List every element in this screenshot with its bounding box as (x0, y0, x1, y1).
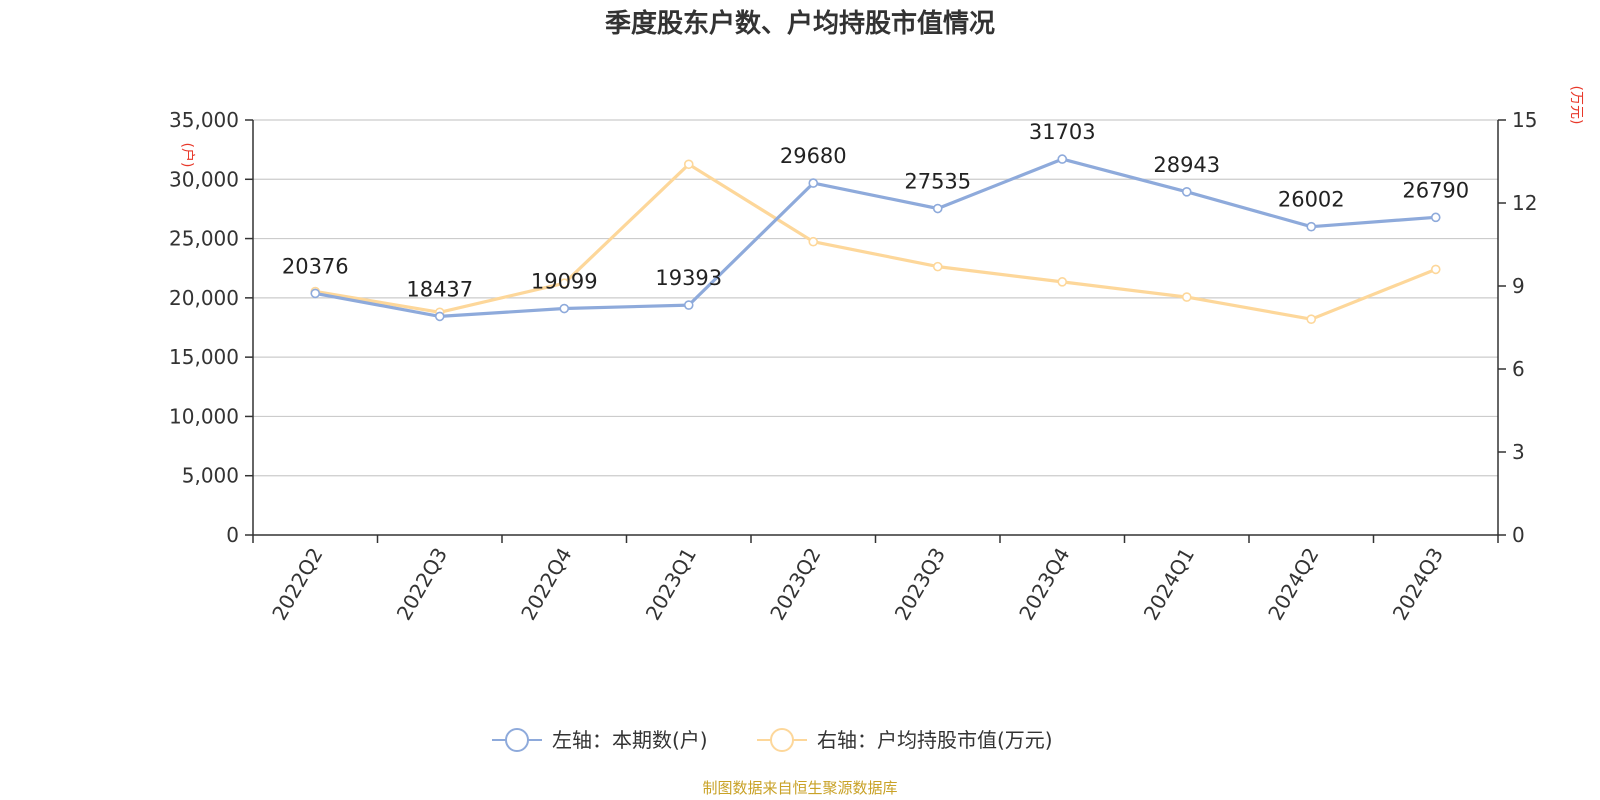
x-tick-label: 2022Q2 (267, 544, 327, 625)
data-label: 18437 (406, 277, 473, 301)
series-line-1 (313, 162, 1438, 321)
left-tick-label: 20,000 (169, 286, 239, 310)
data-point[interactable] (1181, 292, 1192, 302)
right-axis-unit: (万元) (1568, 86, 1584, 125)
x-tick-label: 2022Q4 (516, 544, 576, 625)
data-point[interactable] (683, 159, 694, 170)
data-point[interactable] (1057, 277, 1068, 287)
data-point[interactable] (434, 311, 445, 322)
left-tick-label: 0 (226, 523, 239, 547)
chart-title: 季度股东户数、户均持股市值情况 (605, 8, 995, 39)
x-axis-ticks: 2022Q2 2022Q3 2022Q4 2023Q1 2023Q2 2023Q3 2023… (252, 535, 1499, 625)
data-point[interactable] (932, 203, 943, 214)
data-label: 26790 (1402, 178, 1469, 202)
data-point[interactable] (1430, 264, 1441, 275)
data-point[interactable] (1430, 212, 1441, 223)
right-tick-label: 3 (1512, 440, 1525, 464)
x-tick-label: 2022Q3 (392, 544, 452, 625)
legend-marker-households (505, 728, 529, 752)
x-tick-label: 2024Q3 (1388, 544, 1448, 625)
data-point[interactable] (1306, 314, 1317, 325)
data-point[interactable] (808, 178, 819, 188)
data-point[interactable] (683, 300, 694, 310)
legend[interactable]: 左轴：本期数(户) 右轴：户均持股市值(万元) (492, 728, 1053, 752)
series-layer (310, 154, 1441, 325)
data-label: 19393 (655, 266, 722, 290)
x-tick-label: 2023Q1 (641, 544, 701, 625)
x-tick-label: 2023Q3 (890, 544, 950, 625)
source-note: 制图数据来自恒生聚源数据库 (702, 779, 897, 797)
data-label-layer: 20376 18437 19099 19393 29680 27535 31703 28943… (282, 120, 1469, 301)
data-point[interactable] (559, 278, 570, 289)
right-tick-label: 6 (1512, 357, 1525, 381)
x-tick-label: 2024Q2 (1263, 544, 1323, 625)
data-label: 28943 (1153, 153, 1220, 177)
data-point[interactable] (310, 288, 321, 299)
data-point[interactable] (808, 236, 819, 247)
legend-label-households: 左轴：本期数(户) (552, 728, 708, 752)
right-tick-label: 9 (1512, 274, 1525, 298)
data-label: 31703 (1029, 120, 1096, 144)
data-label: 26002 (1278, 188, 1345, 212)
right-axis-ticks: 0 3 6 9 12 15 (1498, 108, 1537, 547)
left-axis-ticks: 0 5,000 10,000 15,000 20,000 25,000 30,000 35,0… (169, 108, 253, 547)
data-point[interactable] (1057, 154, 1068, 164)
left-tick-label: 30,000 (169, 167, 239, 191)
legend-item-households[interactable]: 左轴：本期数(户) (492, 728, 708, 752)
left-tick-label: 10,000 (169, 404, 239, 428)
axis-layer (252, 120, 1499, 536)
right-tick-label: 12 (1512, 191, 1537, 215)
x-tick-label: 2024Q1 (1139, 544, 1199, 625)
data-point[interactable] (1181, 187, 1192, 197)
data-point[interactable] (932, 261, 943, 272)
data-label: 20376 (282, 254, 349, 278)
right-tick-label: 0 (1512, 523, 1525, 547)
legend-item-avg-value[interactable]: 右轴：户均持股市值(万元) (757, 728, 1053, 752)
data-label: 19099 (531, 270, 598, 294)
left-tick-label: 15,000 (169, 345, 239, 369)
left-tick-label: 25,000 (169, 227, 239, 251)
left-tick-label: 35,000 (169, 108, 239, 132)
data-label: 27535 (904, 170, 971, 194)
legend-marker-avg-value (770, 728, 794, 752)
left-axis-unit: (户) (179, 143, 196, 168)
legend-label-avg-value: 右轴：户均持股市值(万元) (817, 728, 1053, 752)
right-tick-label: 15 (1512, 108, 1537, 132)
data-point[interactable] (559, 303, 570, 314)
left-tick-label: 5,000 (182, 464, 239, 488)
grid-layer (253, 119, 1498, 477)
x-tick-label: 2023Q4 (1014, 544, 1074, 625)
x-tick-label: 2023Q2 (765, 544, 825, 625)
series-line-0 (313, 157, 1438, 318)
data-point[interactable] (1306, 221, 1317, 232)
data-label: 29680 (780, 144, 847, 168)
